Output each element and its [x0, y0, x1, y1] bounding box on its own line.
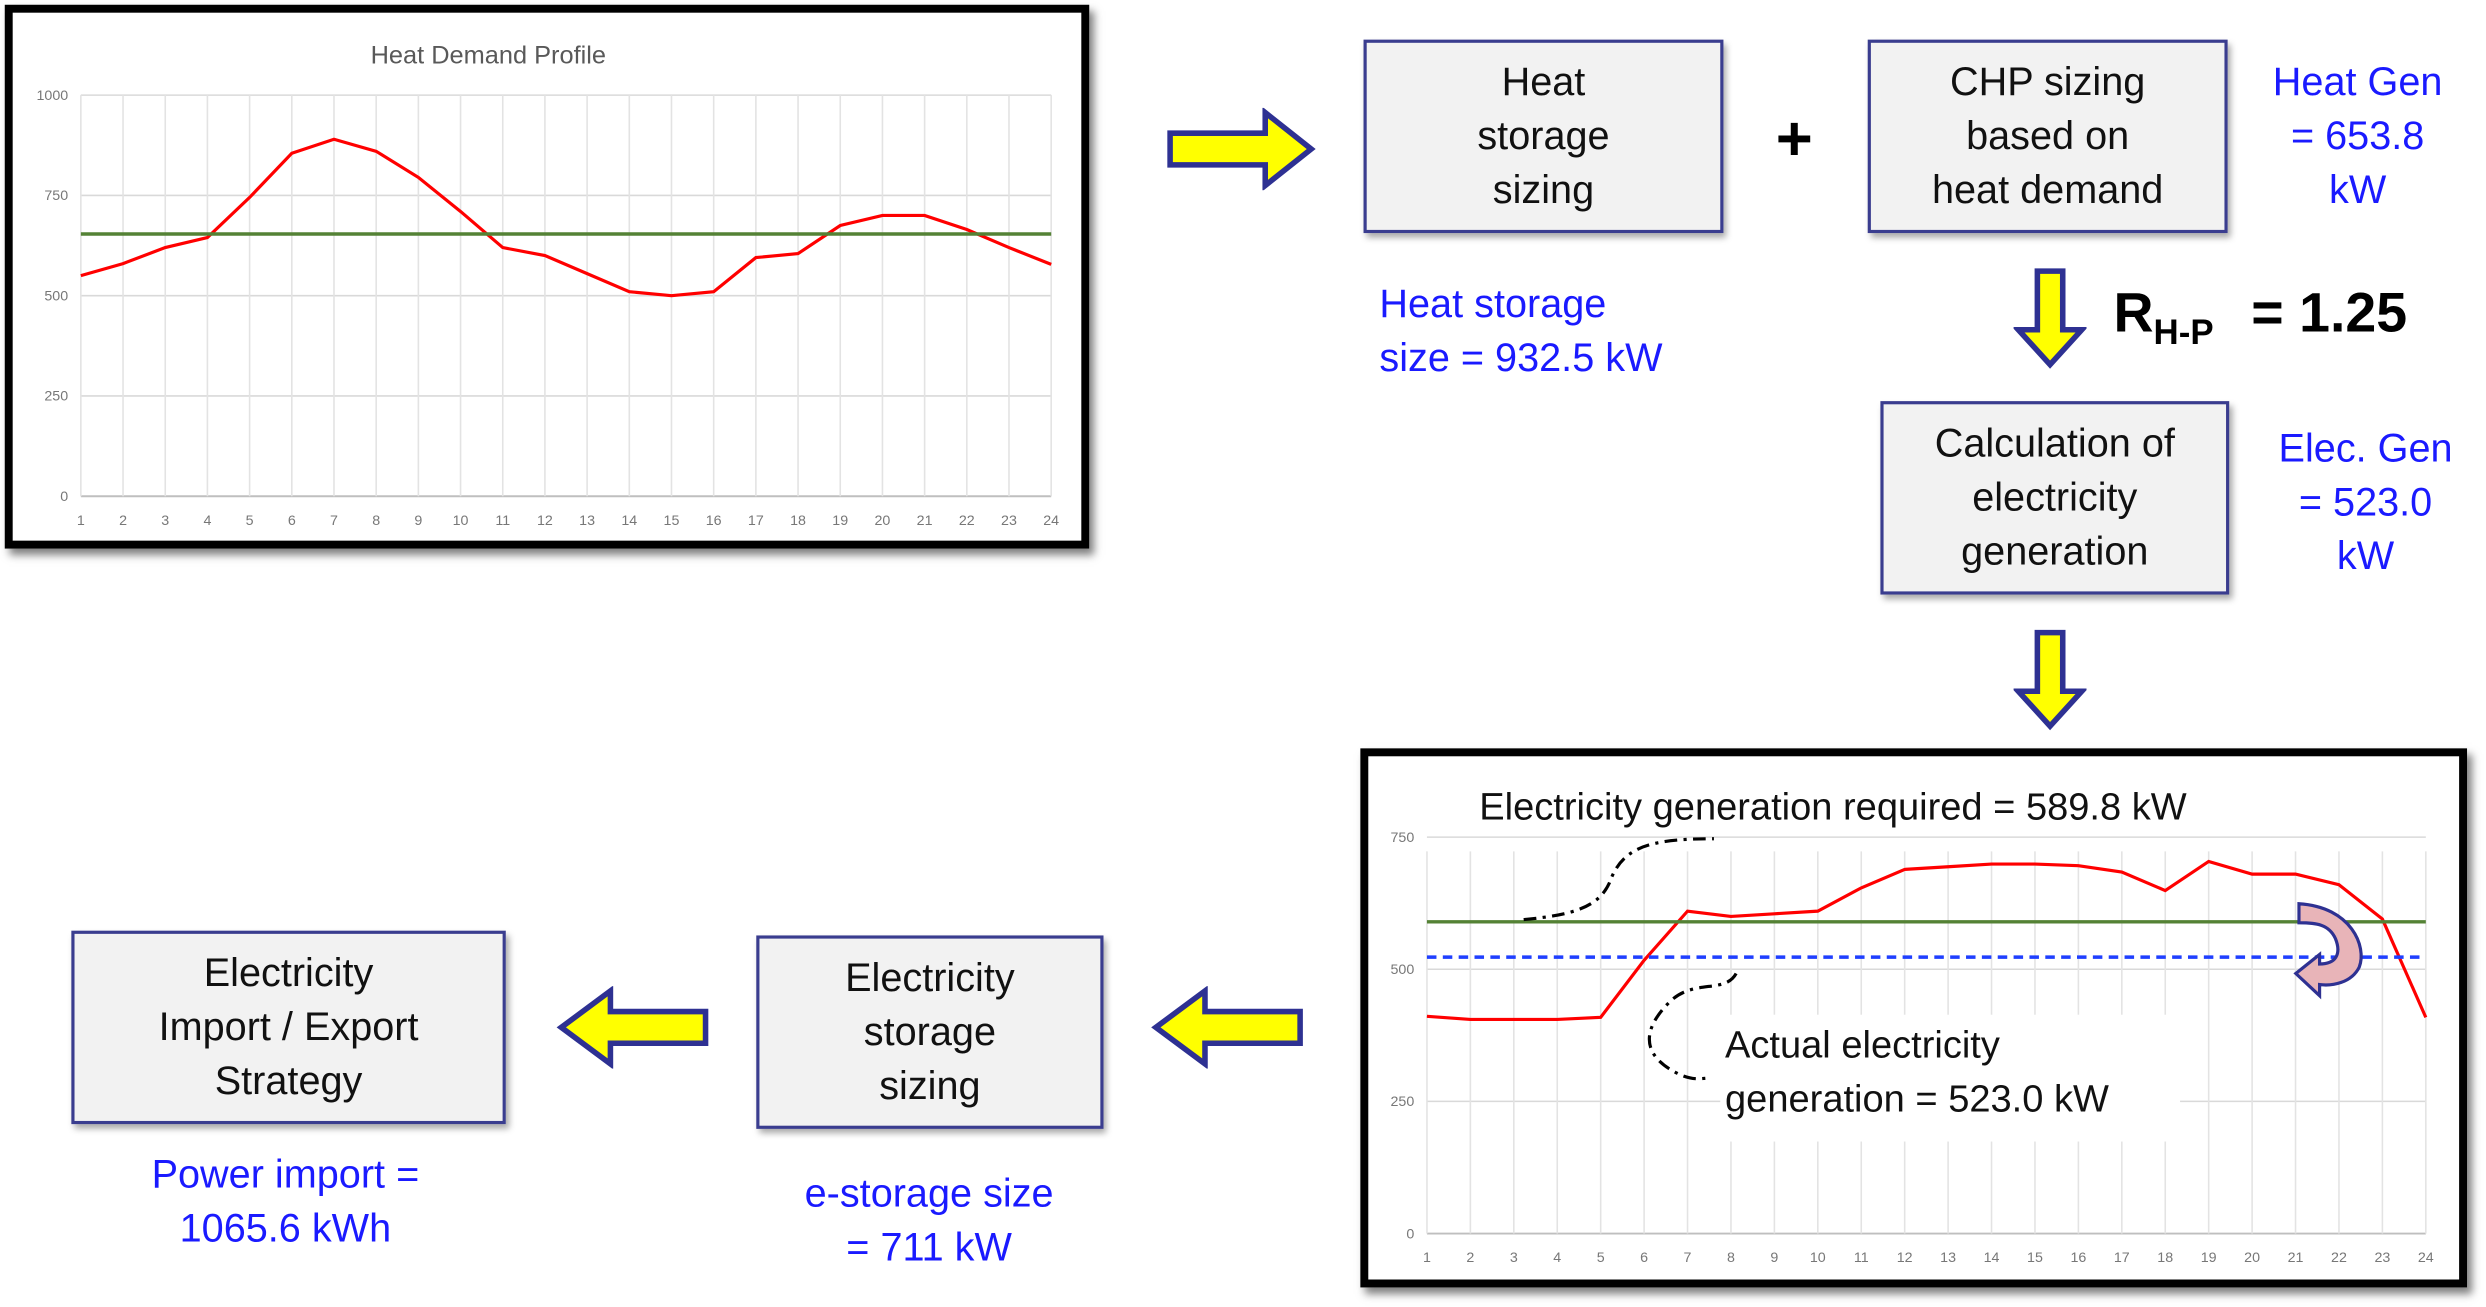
- x-tick-label: 12: [1897, 1250, 1913, 1266]
- annotation-line: generation = 523.0 kW: [1725, 1078, 2109, 1120]
- arrow-down-icon: [2013, 268, 2087, 369]
- x-tick-label: 17: [748, 513, 764, 529]
- x-tick-label: 2: [1466, 1250, 1474, 1266]
- x-tick-label: 16: [2070, 1250, 2086, 1266]
- y-tick-label: 750: [1390, 830, 1414, 846]
- annotation-line: Actual electricity: [1725, 1025, 2000, 1067]
- x-tick-label: 11: [1854, 1250, 1869, 1266]
- plus-sign: +: [1775, 104, 1813, 175]
- arrow-left-icon: [556, 986, 709, 1069]
- y-tick-label: 250: [44, 389, 68, 405]
- x-tick-label: 22: [959, 513, 975, 529]
- x-tick-label: 21: [917, 513, 933, 529]
- x-tick-label: 8: [1727, 1250, 1735, 1266]
- x-tick-label: 22: [2331, 1250, 2347, 1266]
- arrow-right-icon: [1167, 107, 1316, 191]
- x-tick-label: 20: [875, 513, 891, 529]
- x-tick-label: 19: [832, 513, 848, 529]
- arrow-left-icon: [1151, 986, 1303, 1069]
- power-import-result: Power import = 1065.6 kWh: [151, 1152, 420, 1251]
- x-tick-label: 7: [1684, 1250, 1692, 1266]
- electricity-chart-frame: Electricity generation required = 589.8 …: [1360, 748, 2468, 1288]
- heat-gen-result: Heat Gen = 653.8 kW: [2272, 60, 2443, 213]
- y-tick-label: 500: [44, 288, 68, 304]
- x-tick-label: 5: [246, 513, 254, 529]
- e-storage-size-result: e-storage size = 711 kW: [804, 1171, 1054, 1270]
- arrow-down-icon: [2013, 629, 2087, 731]
- heat-demand-chart-frame: Heat Demand Profile 0 250 500 750 1000 1 2 3 4 5 6 7…: [4, 4, 1090, 549]
- ratio-symbol: R: [2113, 282, 2154, 345]
- x-tick-label: 12: [537, 513, 553, 529]
- heat-storage-sizing-box: Heat storage sizing: [1363, 39, 1724, 234]
- x-tick-label: 13: [579, 513, 595, 529]
- x-tick-label: 1: [1423, 1250, 1431, 1266]
- ratio-value: = 1.25: [2251, 282, 2408, 345]
- x-tick-label: 3: [161, 513, 169, 529]
- y-tick-label: 1000: [36, 88, 68, 104]
- x-tick-label: 24: [2418, 1250, 2434, 1266]
- heat-storage-size-result: Heat storage size = 932.5 kW: [1379, 282, 1663, 381]
- x-tick-label: 23: [2374, 1250, 2390, 1266]
- x-tick-label: 9: [414, 513, 422, 529]
- chart-title: Heat Demand Profile: [371, 41, 606, 69]
- x-tick-label: 23: [1001, 513, 1017, 529]
- y-tick-label: 750: [44, 188, 68, 204]
- x-tick-label: 4: [1553, 1250, 1561, 1266]
- annotation-background: [1720, 1014, 2181, 1142]
- x-tick-label: 3: [1510, 1250, 1518, 1266]
- y-tick-label: 500: [1390, 962, 1414, 978]
- x-tick-label: 6: [1640, 1250, 1648, 1266]
- heat-power-ratio: RH-P = 1.25: [2113, 282, 2407, 353]
- callout-curve-required: [1523, 837, 1714, 922]
- x-tick-label: 16: [706, 513, 722, 529]
- x-tick-label: 15: [664, 513, 680, 529]
- x-tick-label: 15: [2027, 1250, 2043, 1266]
- x-tick-label: 20: [2244, 1250, 2260, 1266]
- x-tick-label: 10: [1810, 1250, 1826, 1266]
- x-tick-label: 7: [330, 513, 338, 529]
- ratio-subscript: H-P: [2153, 312, 2214, 352]
- x-tick-label: 1: [77, 513, 85, 529]
- x-tick-label: 10: [453, 513, 469, 529]
- x-tick-label: 9: [1770, 1250, 1778, 1266]
- calculation-of-electricity-box: Calculation of electricity generation: [1880, 401, 2230, 595]
- x-tick-label: 19: [2201, 1250, 2217, 1266]
- series-electricity-demand: [1426, 859, 2428, 1022]
- electricity-storage-sizing-box: Electricity storage sizing: [756, 935, 1104, 1129]
- chart-title: Electricity generation required = 589.8 …: [1479, 787, 2186, 829]
- x-tick-label: 18: [2157, 1250, 2173, 1266]
- y-tick-label: 0: [60, 489, 68, 505]
- x-tick-label: 24: [1043, 513, 1059, 529]
- x-tick-label: 13: [1940, 1250, 1956, 1266]
- curved-arrow-icon: [2293, 902, 2363, 1000]
- x-tick-label: 4: [203, 513, 211, 529]
- x-tick-label: 2: [119, 513, 127, 529]
- x-tick-label: 18: [790, 513, 806, 529]
- callout-curve-actual: [1647, 972, 1738, 1081]
- x-tick-label: 21: [2288, 1250, 2304, 1266]
- x-tick-label: 17: [2114, 1250, 2130, 1266]
- x-tick-label: 8: [372, 513, 380, 529]
- y-tick-label: 0: [1406, 1226, 1414, 1242]
- x-tick-label: 14: [1984, 1250, 2000, 1266]
- chp-sizing-box: CHP sizing based on heat demand: [1867, 39, 2228, 234]
- x-tick-label: 5: [1597, 1250, 1605, 1266]
- import-export-strategy-box: Electricity Import / Export Strategy: [71, 930, 506, 1125]
- x-tick-label: 11: [495, 513, 510, 529]
- series-heat-demand: [80, 137, 1052, 298]
- electricity-generation-chart: Electricity generation required = 589.8 …: [1390, 787, 2434, 1266]
- elec-gen-result: Elec. Gen = 523.0 kW: [2278, 426, 2453, 579]
- x-tick-label: 14: [621, 513, 637, 529]
- y-tick-label: 250: [1390, 1094, 1414, 1110]
- x-tick-label: 6: [288, 513, 296, 529]
